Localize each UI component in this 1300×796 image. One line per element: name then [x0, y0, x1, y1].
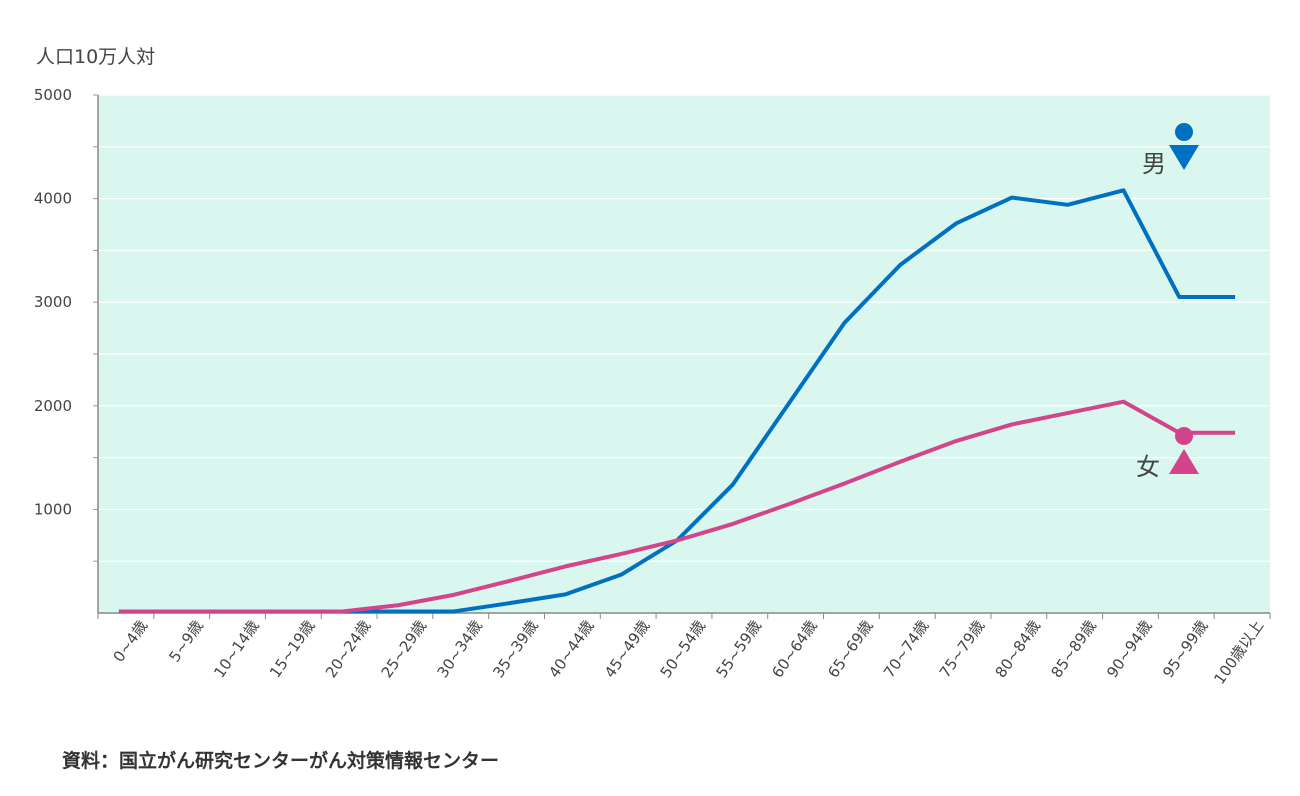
x-tick-label: 35~39歳 — [489, 617, 541, 681]
x-tick-label: 45~49歳 — [601, 617, 653, 681]
x-tick-label: 0~4歳 — [110, 617, 152, 666]
x-tick-label: 20~24歳 — [322, 617, 374, 681]
y-tick-label: 2000 — [34, 397, 72, 415]
x-tick-label: 70~74歳 — [880, 617, 932, 681]
x-tick-label: 100歳以上 — [1210, 617, 1267, 688]
female-icon-head — [1175, 427, 1193, 445]
x-tick-label: 90~94歳 — [1103, 617, 1155, 681]
x-tick-label: 55~59歳 — [713, 617, 765, 681]
series-line-female — [118, 399, 1236, 614]
y-tick-label: 3000 — [34, 293, 72, 311]
y-tick-label: 5000 — [34, 86, 72, 104]
x-tick-label: 65~69歳 — [824, 617, 876, 681]
x-tick-label: 85~89歳 — [1047, 617, 1099, 681]
legend-label-female: 女 — [1136, 453, 1160, 481]
x-tick-label: 50~54歳 — [657, 617, 709, 681]
x-tick-label: 60~64歳 — [768, 617, 820, 681]
x-tick-label: 10~14歳 — [210, 617, 262, 681]
y-tick-label: 4000 — [34, 190, 72, 208]
female-icon-body — [1169, 449, 1199, 474]
x-tick-label: 15~19歳 — [266, 617, 318, 681]
x-tick-label: 25~29歳 — [378, 617, 430, 681]
y-tick-label: 1000 — [34, 500, 72, 518]
source-note: 資料：国立がん研究センターがん対策情報センター — [62, 750, 500, 772]
y-axis-label: 人口10万人対 — [36, 46, 156, 68]
x-tick-label: 95~99歳 — [1159, 617, 1211, 681]
x-tick-label: 5~9歳 — [165, 617, 207, 666]
x-tick-label: 40~44歳 — [545, 617, 597, 681]
legend-label-male: 男 — [1142, 150, 1166, 178]
x-tick-label: 30~34歳 — [433, 617, 485, 681]
x-tick-label: 80~84歳 — [992, 617, 1044, 681]
male-icon-body — [1169, 145, 1199, 170]
x-tick-label: 75~79歳 — [936, 617, 988, 681]
male-icon-head — [1175, 123, 1193, 141]
